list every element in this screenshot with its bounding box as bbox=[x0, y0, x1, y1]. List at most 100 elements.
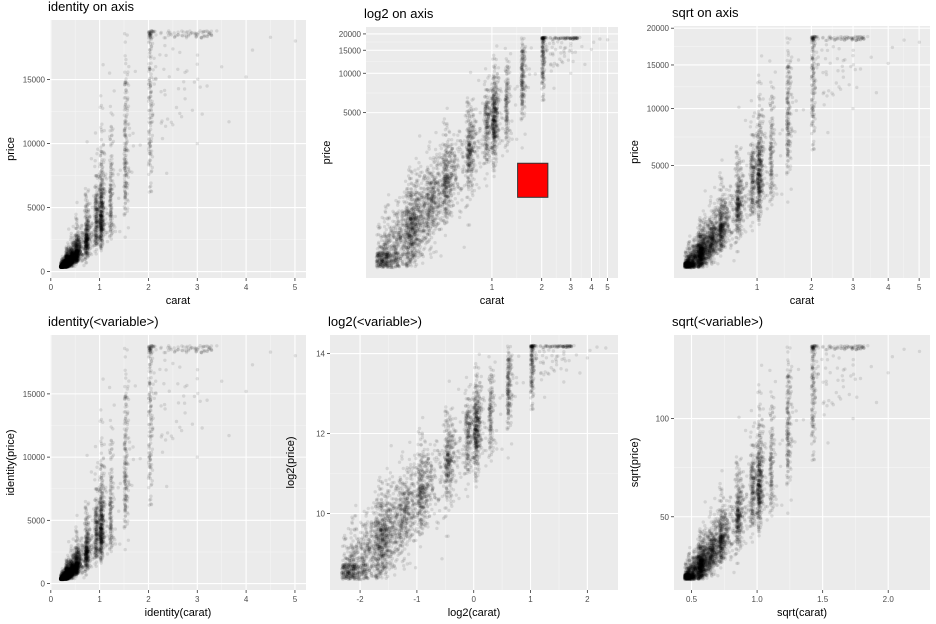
data-point bbox=[69, 261, 73, 265]
data-point bbox=[64, 254, 69, 258]
data-point bbox=[66, 258, 71, 263]
data-point bbox=[124, 115, 128, 120]
data-point bbox=[75, 253, 79, 257]
data-point bbox=[100, 181, 104, 185]
data-point bbox=[64, 261, 68, 265]
data-point bbox=[94, 220, 99, 225]
data-point bbox=[75, 200, 79, 205]
data-point bbox=[84, 233, 88, 238]
data-point bbox=[147, 55, 151, 59]
data-point bbox=[130, 170, 134, 174]
data-point bbox=[501, 139, 505, 143]
panel-title: identity on axis bbox=[48, 0, 134, 14]
data-point bbox=[64, 261, 68, 265]
data-point bbox=[72, 251, 76, 255]
data-point bbox=[382, 225, 387, 229]
data-point bbox=[68, 257, 72, 261]
data-point bbox=[87, 237, 92, 242]
data-point bbox=[148, 84, 153, 89]
data-point bbox=[429, 255, 433, 260]
data-point bbox=[434, 250, 438, 254]
data-point bbox=[70, 260, 74, 264]
data-point bbox=[93, 164, 97, 169]
data-point bbox=[495, 44, 499, 48]
data-point bbox=[63, 256, 67, 260]
data-point bbox=[64, 258, 68, 262]
data-point bbox=[433, 147, 438, 152]
data-point bbox=[74, 252, 78, 256]
data-point bbox=[63, 262, 67, 266]
data-point bbox=[154, 77, 158, 82]
data-point bbox=[76, 223, 80, 228]
data-point bbox=[64, 254, 69, 259]
data-point bbox=[86, 237, 90, 241]
data-point bbox=[147, 141, 151, 145]
data-point bbox=[131, 144, 136, 148]
data-point bbox=[85, 235, 90, 239]
data-point bbox=[69, 259, 73, 263]
data-point bbox=[102, 128, 107, 133]
data-point bbox=[93, 237, 98, 241]
data-point bbox=[210, 33, 214, 38]
data-point bbox=[74, 251, 79, 255]
data-point bbox=[68, 253, 73, 257]
data-point bbox=[110, 162, 114, 166]
data-point bbox=[65, 262, 69, 266]
data-point bbox=[59, 265, 63, 269]
data-point bbox=[149, 72, 153, 76]
y-tick-label: 20000 bbox=[339, 30, 362, 39]
data-point bbox=[69, 261, 73, 266]
data-point bbox=[62, 262, 66, 267]
data-point bbox=[111, 172, 115, 176]
data-point bbox=[71, 257, 75, 261]
data-point bbox=[59, 265, 63, 269]
data-point bbox=[148, 163, 153, 167]
data-point bbox=[59, 264, 64, 268]
data-point bbox=[64, 260, 68, 265]
data-point bbox=[109, 187, 113, 191]
data-point bbox=[431, 166, 436, 170]
data-point bbox=[168, 30, 172, 35]
data-point bbox=[84, 196, 89, 200]
data-point bbox=[60, 262, 64, 266]
data-point bbox=[67, 260, 71, 265]
data-point bbox=[72, 241, 76, 245]
data-point bbox=[163, 124, 168, 128]
data-point bbox=[98, 235, 103, 240]
data-point bbox=[62, 262, 66, 266]
data-point bbox=[95, 215, 99, 219]
data-point bbox=[60, 265, 64, 269]
data-point bbox=[64, 260, 69, 264]
data-point bbox=[76, 239, 81, 244]
data-point bbox=[85, 199, 90, 203]
data-point bbox=[268, 35, 273, 39]
data-point bbox=[183, 33, 187, 38]
data-point bbox=[83, 257, 87, 261]
data-point bbox=[64, 263, 69, 267]
data-point bbox=[458, 215, 462, 220]
data-point bbox=[85, 214, 89, 219]
data-point bbox=[99, 94, 103, 98]
data-point bbox=[199, 35, 203, 40]
data-point bbox=[69, 257, 73, 261]
data-point bbox=[150, 29, 154, 34]
data-point bbox=[250, 48, 255, 52]
data-point bbox=[71, 255, 75, 259]
data-point bbox=[74, 243, 78, 247]
data-point bbox=[59, 265, 64, 269]
data-point bbox=[67, 265, 72, 269]
data-point bbox=[158, 53, 162, 57]
data-point bbox=[178, 111, 182, 116]
data-point bbox=[64, 249, 69, 254]
data-point bbox=[93, 238, 97, 242]
data-point bbox=[65, 261, 69, 265]
data-point bbox=[67, 260, 71, 264]
data-point bbox=[131, 131, 135, 135]
data-point bbox=[85, 222, 89, 227]
data-point bbox=[99, 145, 103, 149]
data-point bbox=[124, 185, 129, 189]
data-point bbox=[149, 152, 153, 157]
data-point bbox=[100, 168, 105, 172]
data-point bbox=[147, 48, 152, 52]
